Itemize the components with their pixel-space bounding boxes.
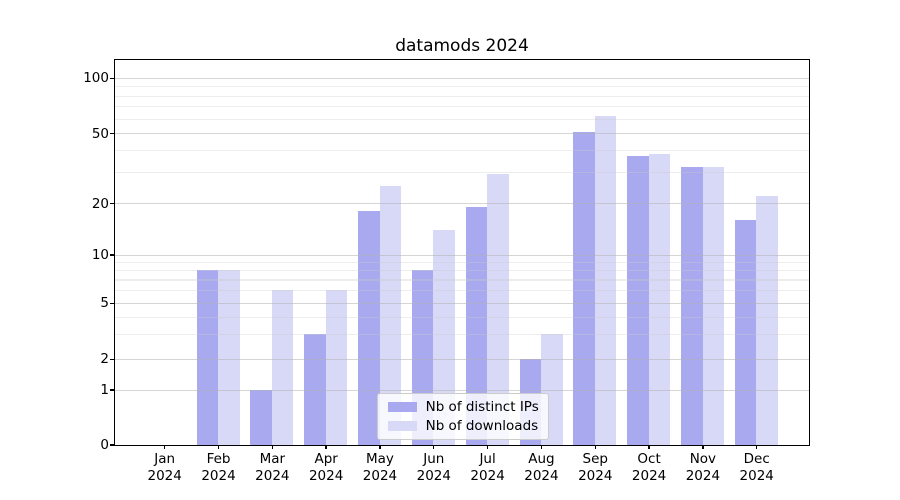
minor-gridline-y-8 — [115, 270, 809, 272]
y-tick-label-5: 5 — [100, 295, 109, 312]
bar-nb-of-downloads-dec — [756, 195, 778, 445]
x-tick-mark-oct — [648, 445, 650, 449]
bar-nb-of-distinct-ips-oct — [627, 155, 649, 445]
bar-nb-of-downloads-sep — [594, 115, 617, 445]
minor-gridline-y-9 — [115, 261, 809, 264]
y-tick-mark-10 — [109, 254, 114, 256]
bar-nb-of-distinct-ips-sep — [573, 131, 595, 445]
x-tick-label-jan: Jan 2024 — [147, 451, 182, 484]
bar-nb-of-distinct-ips-apr — [304, 334, 326, 445]
y-tick-label-0: 0 — [100, 437, 109, 453]
x-tick-mark-sep — [594, 445, 596, 449]
y-tick-label-20: 20 — [91, 195, 109, 212]
gridline-y-2 — [115, 358, 809, 361]
x-tick-mark-mar — [271, 445, 274, 449]
y-tick-mark-1 — [109, 389, 114, 391]
x-tick-mark-dec — [756, 445, 758, 449]
minor-gridline-y-3 — [115, 334, 809, 336]
x-tick-mark-jul — [486, 445, 489, 449]
x-tick-label-oct: Oct 2024 — [631, 451, 667, 484]
y-tick-mark-100 — [109, 77, 114, 79]
minor-gridline-y-4 — [115, 316, 809, 318]
y-tick-label-10: 10 — [91, 247, 109, 263]
y-tick-mark-50 — [109, 132, 114, 135]
minor-gridline-y-6 — [115, 290, 809, 292]
legend-label: Nb of distinct IPs — [425, 398, 539, 415]
minor-gridline-y-7 — [115, 279, 809, 281]
bar-nb-of-distinct-ips-feb — [196, 270, 219, 445]
minor-gridline-y-60 — [115, 118, 809, 120]
minor-gridline-y-80 — [115, 95, 809, 97]
bar-nb-of-distinct-ips-jul — [465, 207, 488, 445]
legend-item-nb-of-downloads: Nb of downloads — [387, 417, 539, 434]
x-tick-mark-feb — [217, 445, 220, 449]
x-tick-label-jun: Jun 2024 — [416, 451, 451, 484]
gridline-y-1 — [115, 389, 809, 391]
legend-item-nb-of-distinct-ips: Nb of distinct IPs — [387, 398, 539, 415]
bar-nb-of-distinct-ips-mar — [250, 389, 272, 445]
minor-gridline-y-90 — [115, 86, 809, 88]
bar-nb-of-downloads-may — [379, 185, 402, 445]
bar-nb-of-downloads-apr — [325, 290, 348, 445]
x-tick-mark-may — [379, 445, 381, 449]
y-tick-label-100: 100 — [83, 70, 109, 87]
legend: Nb of distinct IPs Nb of downloads — [376, 392, 549, 440]
bar-nb-of-distinct-ips-may — [358, 211, 380, 445]
gridline-y-50 — [115, 133, 809, 135]
gridline-y-100 — [115, 77, 809, 80]
x-tick-label-nov: Nov 2024 — [685, 451, 721, 484]
legend-swatch-icon — [387, 420, 417, 431]
x-tick-label-mar: Mar 2024 — [255, 451, 290, 484]
minor-gridline-y-40 — [115, 149, 809, 152]
x-tick-mark-aug — [540, 445, 543, 449]
minor-gridline-y-30 — [115, 171, 809, 173]
legend-label: Nb of downloads — [425, 417, 539, 434]
x-tick-mark-nov — [702, 445, 704, 449]
x-tick-label-sep: Sep 2024 — [578, 451, 613, 484]
chart-title: datamods 2024 — [395, 36, 529, 56]
x-tick-label-dec: Dec 2024 — [739, 451, 774, 484]
gridline-y-10 — [115, 254, 809, 256]
x-tick-label-feb: Feb 2024 — [201, 451, 236, 484]
plot-area: Nb of distinct IPs Nb of downloads — [114, 59, 810, 446]
legend-swatch-icon — [387, 401, 417, 412]
y-tick-label-50: 50 — [91, 125, 109, 142]
y-tick-mark-20 — [109, 203, 114, 205]
x-tick-label-may: May 2024 — [362, 451, 398, 484]
x-tick-mark-apr — [325, 445, 327, 449]
y-tick-label-1: 1 — [100, 382, 109, 398]
y-tick-mark-2 — [109, 358, 114, 360]
bar-nb-of-distinct-ips-dec — [734, 219, 757, 445]
bar-nb-of-downloads-jul — [487, 174, 509, 445]
x-tick-mark-jan — [164, 445, 166, 449]
bar-nb-of-downloads-jun — [433, 229, 455, 445]
bar-nb-of-downloads-mar — [271, 290, 294, 445]
bar-nb-of-downloads-feb — [218, 270, 240, 445]
x-tick-label-apr: Apr 2024 — [308, 451, 344, 484]
y-tick-label-2: 2 — [100, 351, 109, 368]
x-tick-label-aug: Aug 2024 — [524, 451, 559, 484]
minor-gridline-y-70 — [115, 106, 809, 108]
bar-nb-of-distinct-ips-nov — [681, 166, 703, 445]
x-tick-mark-jun — [433, 445, 435, 449]
gridline-y-5 — [115, 302, 809, 305]
y-tick-mark-5 — [109, 302, 114, 304]
bar-nb-of-downloads-oct — [648, 153, 671, 445]
bar-nb-of-downloads-nov — [702, 166, 724, 445]
gridline-y-20 — [115, 203, 809, 205]
x-tick-label-jul: Jul 2024 — [470, 451, 505, 484]
y-tick-mark-0 — [109, 444, 114, 446]
